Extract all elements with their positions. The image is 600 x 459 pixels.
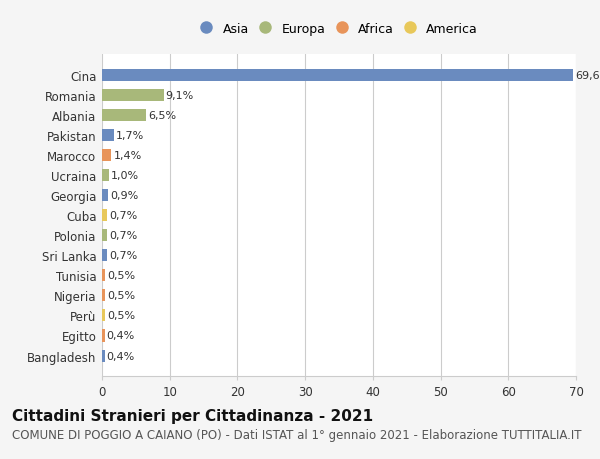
Text: 0,4%: 0,4% — [107, 331, 135, 341]
Text: 0,7%: 0,7% — [109, 251, 137, 261]
Text: 0,4%: 0,4% — [107, 351, 135, 361]
Legend: Asia, Europa, Africa, America: Asia, Europa, Africa, America — [196, 20, 482, 40]
Bar — [102, 250, 107, 262]
Bar — [102, 110, 146, 122]
Text: 1,7%: 1,7% — [116, 131, 144, 141]
Bar — [102, 70, 573, 82]
Text: 0,5%: 0,5% — [107, 311, 136, 321]
Bar — [102, 330, 105, 342]
Text: 0,5%: 0,5% — [107, 291, 136, 301]
Bar — [102, 270, 106, 282]
Bar — [102, 150, 112, 162]
Text: 1,0%: 1,0% — [111, 171, 139, 181]
Text: 1,4%: 1,4% — [113, 151, 142, 161]
Bar — [102, 230, 107, 242]
Bar — [102, 290, 106, 302]
Text: 6,5%: 6,5% — [148, 111, 176, 121]
Bar — [102, 170, 109, 182]
Bar — [102, 210, 107, 222]
Text: 0,7%: 0,7% — [109, 231, 137, 241]
Bar — [102, 350, 105, 362]
Bar — [102, 190, 108, 202]
Bar — [102, 90, 164, 102]
Text: 69,6%: 69,6% — [575, 71, 600, 81]
Text: 0,7%: 0,7% — [109, 211, 137, 221]
Text: Cittadini Stranieri per Cittadinanza - 2021: Cittadini Stranieri per Cittadinanza - 2… — [12, 408, 373, 423]
Bar — [102, 130, 113, 142]
Text: 0,5%: 0,5% — [107, 271, 136, 281]
Text: 9,1%: 9,1% — [166, 91, 194, 101]
Bar — [102, 310, 106, 322]
Text: 0,9%: 0,9% — [110, 191, 139, 201]
Text: COMUNE DI POGGIO A CAIANO (PO) - Dati ISTAT al 1° gennaio 2021 - Elaborazione TU: COMUNE DI POGGIO A CAIANO (PO) - Dati IS… — [12, 428, 581, 442]
